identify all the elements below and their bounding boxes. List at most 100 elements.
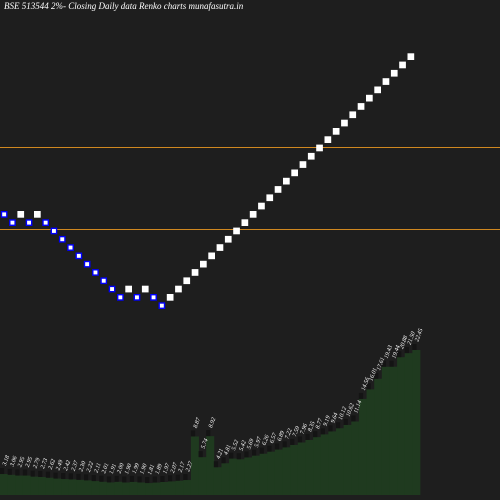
- renko-brick-up: [399, 61, 406, 69]
- volume-step-shadow: [274, 443, 280, 450]
- volume-label: 20.88: [399, 335, 409, 350]
- renko-brick-down-inner: [118, 295, 123, 300]
- volume-label: 8.77: [315, 417, 325, 430]
- volume-label: 2.73: [40, 458, 49, 470]
- volume-bar: [236, 459, 245, 495]
- renko-brick-up: [183, 277, 191, 285]
- volume-bar: [328, 431, 337, 495]
- volume-label: 21.50: [407, 331, 417, 346]
- volume-step-shadow: [99, 475, 104, 482]
- volume-label: 2.00: [117, 463, 126, 475]
- volume-step-shadow: [84, 474, 89, 481]
- volume-bar: [351, 421, 360, 495]
- volume-label: 1.81: [147, 464, 156, 476]
- volume-step-shadow: [404, 347, 409, 354]
- volume-step-shadow: [267, 445, 272, 452]
- volume-bar: [30, 476, 39, 495]
- volume-label: 6.57: [269, 431, 279, 444]
- volume-bar: [106, 482, 115, 495]
- volume-label: 2.17: [178, 461, 188, 474]
- volume-label: 2.37: [71, 459, 81, 472]
- volume-bar: [7, 474, 16, 495]
- volume-step-shadow: [252, 449, 257, 456]
- volume-bar: [137, 482, 146, 495]
- volume-step-shadow: [358, 392, 364, 399]
- volume-label: 2.62: [48, 458, 57, 470]
- volume-bar: [320, 434, 329, 495]
- renko-brick-up: [258, 202, 265, 210]
- volume-label: 19.43: [383, 344, 394, 359]
- volume-bar: [45, 477, 54, 495]
- volume-bar: [221, 463, 230, 495]
- volume-label: 5.97: [254, 435, 264, 448]
- volume-step-shadow: [320, 428, 325, 435]
- volume-step-shadow: [152, 476, 157, 483]
- volume-label: 2.95: [17, 456, 26, 468]
- volume-bar: [38, 476, 47, 495]
- volume-bar: [122, 482, 131, 495]
- renko-brick-down-inner: [27, 220, 31, 225]
- volume-label: 6.26: [262, 434, 271, 446]
- volume-label: 2.42: [62, 459, 72, 471]
- renko-brick-up: [382, 78, 390, 85]
- renko-brick-down-inner: [93, 270, 98, 275]
- volume-bar: [343, 424, 352, 495]
- renko-brick-down-inner: [110, 287, 114, 291]
- renko-brick-down-inner: [2, 212, 7, 217]
- volume-label: 6.89: [277, 430, 286, 442]
- volume-step-shadow: [313, 431, 318, 438]
- volume-bar: [0, 474, 9, 495]
- chart-title: BSE 513544 2%- Closing Daily data Renko …: [4, 1, 244, 11]
- volume-bar: [252, 455, 261, 495]
- renko-brick-up: [266, 194, 274, 202]
- volume-bar: [259, 453, 268, 495]
- volume-label: 7.59: [292, 426, 301, 438]
- volume-step-shadow: [381, 360, 387, 367]
- renko-brick-up: [291, 169, 298, 177]
- volume-bar: [358, 398, 367, 495]
- volume-bar: [190, 436, 199, 495]
- volume-step-shadow: [68, 473, 73, 480]
- volume-label: 16.01: [369, 367, 379, 382]
- volume-label: 8.35: [307, 421, 316, 433]
- volume-bar: [175, 480, 184, 495]
- volume-layer: [0, 344, 421, 495]
- volume-step-shadow: [15, 469, 20, 476]
- volume-label: 10.12: [338, 406, 348, 421]
- renko-brick-up: [349, 111, 357, 119]
- volume-bar: [404, 353, 413, 495]
- volume-bar: [198, 457, 207, 495]
- renko-brick-up: [191, 269, 199, 276]
- renko-brick-up: [17, 211, 25, 218]
- renko-brick-up: [141, 285, 149, 293]
- renko-brick-up: [249, 211, 257, 218]
- volume-step-shadow: [351, 415, 356, 422]
- volume-step-shadow: [282, 441, 287, 448]
- volume-label: 17.61: [376, 357, 386, 372]
- volume-bar: [183, 480, 192, 495]
- volume-bar: [229, 458, 238, 495]
- renko-brick-up: [299, 161, 307, 168]
- volume-bar: [145, 483, 154, 495]
- volume-step-shadow: [229, 452, 234, 459]
- renko-brick-up: [341, 119, 348, 127]
- volume-label: 2.07: [170, 461, 180, 474]
- volume-step-shadow: [190, 430, 196, 437]
- volume-step-shadow: [374, 372, 379, 379]
- volume-bar: [168, 481, 177, 495]
- volume-label: 1.91: [109, 463, 118, 475]
- renko-brick-up: [407, 53, 415, 60]
- volume-step-shadow: [389, 360, 394, 367]
- volume-bar: [84, 480, 93, 495]
- volume-label: 7.22: [285, 428, 294, 440]
- volume-bar: [114, 481, 123, 495]
- renko-brick-up: [366, 94, 373, 102]
- volume-bar: [160, 482, 169, 495]
- volume-step-shadow: [336, 422, 341, 429]
- volume-bar: [412, 350, 421, 495]
- volume-step-shadow: [343, 418, 348, 425]
- renko-brick-down-inner: [135, 295, 139, 300]
- volume-bar: [99, 481, 108, 495]
- renko-brick-up: [274, 186, 282, 193]
